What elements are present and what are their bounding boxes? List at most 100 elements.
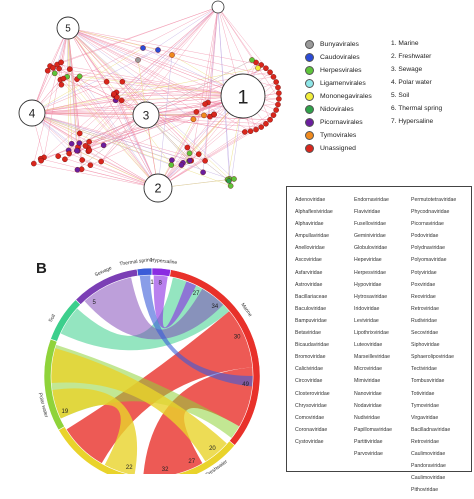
network-edge	[67, 27, 159, 189]
family-name: Lipothrixviridae	[354, 330, 389, 337]
family-name: Polydnaviridae	[411, 245, 446, 252]
network-edge	[157, 103, 206, 189]
network-edge	[137, 6, 219, 61]
virus-node	[74, 166, 81, 173]
hub-label: 5	[65, 24, 71, 35]
network-edge	[157, 109, 277, 189]
legend-item-herpesvirales: Herpesvirales	[305, 64, 362, 76]
family-name: Virgaviridae	[411, 414, 439, 421]
chord-ribbon	[84, 277, 224, 340]
legend-item-unassigned: Unassigned	[305, 142, 356, 154]
virus-node	[66, 150, 72, 157]
legend-item-bunyavirales: Bunyavirales	[305, 38, 359, 50]
virus-node	[247, 128, 254, 135]
family-name: Alphaviridae	[295, 221, 324, 228]
network-edge	[89, 95, 244, 143]
legend-item-tymovirales: Tymovirales	[305, 129, 356, 141]
family-name: Picornaviridae	[411, 221, 444, 228]
network-edge	[40, 6, 219, 161]
network-edge	[31, 112, 231, 187]
legend-swatch-icon	[305, 130, 314, 140]
virus-node	[190, 116, 197, 123]
family-name: Anelloviridae	[295, 245, 325, 252]
chord-value-label: 19	[62, 409, 69, 415]
family-name: Asfarviridae	[295, 269, 323, 276]
family-name: Sphaerolipoviridae	[411, 354, 454, 361]
network-hubs: 1 2 3 4 5	[18, 0, 266, 203]
virus-node	[195, 151, 202, 157]
network-edge	[217, 6, 280, 100]
hub-label: 1	[237, 86, 248, 108]
legend-swatch-icon	[305, 117, 314, 127]
network-edge	[116, 92, 159, 189]
family-name: Tombusviridae	[411, 378, 445, 385]
chord-ribbon	[51, 348, 228, 462]
network-edge	[52, 67, 159, 189]
virus-node	[273, 79, 279, 85]
chord-ribbon	[153, 275, 197, 329]
family-name: Caulimoviridae	[411, 475, 446, 482]
family-name: Polyomaviridae	[411, 257, 447, 264]
legend-item-picornavirales: Picornavirales	[305, 116, 363, 128]
virus-node	[62, 156, 68, 163]
network-edge	[60, 62, 159, 189]
virus-node	[60, 75, 67, 82]
family-name: Tectiviridae	[411, 366, 437, 373]
environment-label-sewage: 3. Sewage	[391, 66, 423, 73]
chord-segment-label: Thermal spring	[119, 257, 153, 268]
network-edge	[145, 114, 204, 173]
family-name: Adenoviridae	[295, 197, 326, 203]
legend-label: Unassigned	[320, 144, 356, 152]
virus-node	[103, 78, 110, 85]
chord-value-label: 30	[234, 334, 241, 340]
network-edge	[79, 76, 159, 189]
network-edge	[190, 6, 219, 161]
virus-node	[155, 47, 161, 53]
family-name: Ampullaviridae	[295, 233, 330, 240]
network-edge	[58, 155, 159, 189]
family-name: Iridoviridae	[354, 305, 380, 312]
network-edge	[67, 27, 209, 103]
virus-node	[263, 120, 269, 127]
network-edge	[33, 163, 159, 189]
virus-node	[270, 74, 277, 80]
network-edge	[207, 6, 219, 103]
family-name: Retroviridae	[411, 305, 439, 312]
family-name: Pithoviridae	[411, 487, 439, 494]
network-edge	[145, 114, 245, 133]
family-name: Mimiviridae	[354, 378, 381, 385]
family-name: Baculoviridae	[295, 305, 327, 312]
virus-family-table: Adenoviridae Alphaflexiviridae Alphavirida…	[286, 186, 472, 493]
hub-label: 4	[29, 107, 36, 120]
network-edge	[67, 27, 199, 155]
family-name: Leviviridae	[354, 317, 379, 324]
family-name: Tymoviridae	[411, 402, 439, 409]
legend-item-ligamenvirales: Ligamenvirales	[305, 77, 366, 89]
chord-segment	[136, 267, 153, 277]
network-edge	[67, 27, 262, 66]
virus-node	[86, 139, 92, 145]
network-edge	[115, 6, 219, 101]
virus-node	[100, 142, 107, 149]
virus-node	[227, 183, 234, 189]
virus-node	[200, 169, 206, 176]
legend-item-caudovirales: Caudovirales	[305, 51, 360, 63]
virus-node	[242, 129, 248, 135]
family-name: Cystoviridae	[295, 438, 324, 445]
chord-segment-label: Hypersaline	[151, 257, 178, 266]
virus-node	[187, 157, 193, 164]
network-edge	[41, 114, 147, 161]
family-name: Podoviridae	[411, 233, 439, 240]
environment-hub	[56, 16, 80, 40]
virus-node	[202, 158, 208, 164]
family-name: Siphoviridae	[411, 342, 440, 349]
virus-node	[255, 65, 261, 71]
virus-node	[135, 57, 141, 63]
legend-swatch-icon	[305, 104, 314, 114]
chord-value-label: 49	[242, 382, 249, 388]
environment-label-marine: 1. Marine	[391, 40, 419, 47]
network-edge	[43, 27, 69, 158]
environment-label-freshwater: 2. Freshwater	[391, 53, 432, 60]
family-name: Bicaudaviridae	[295, 342, 330, 349]
virus-node	[186, 150, 193, 157]
